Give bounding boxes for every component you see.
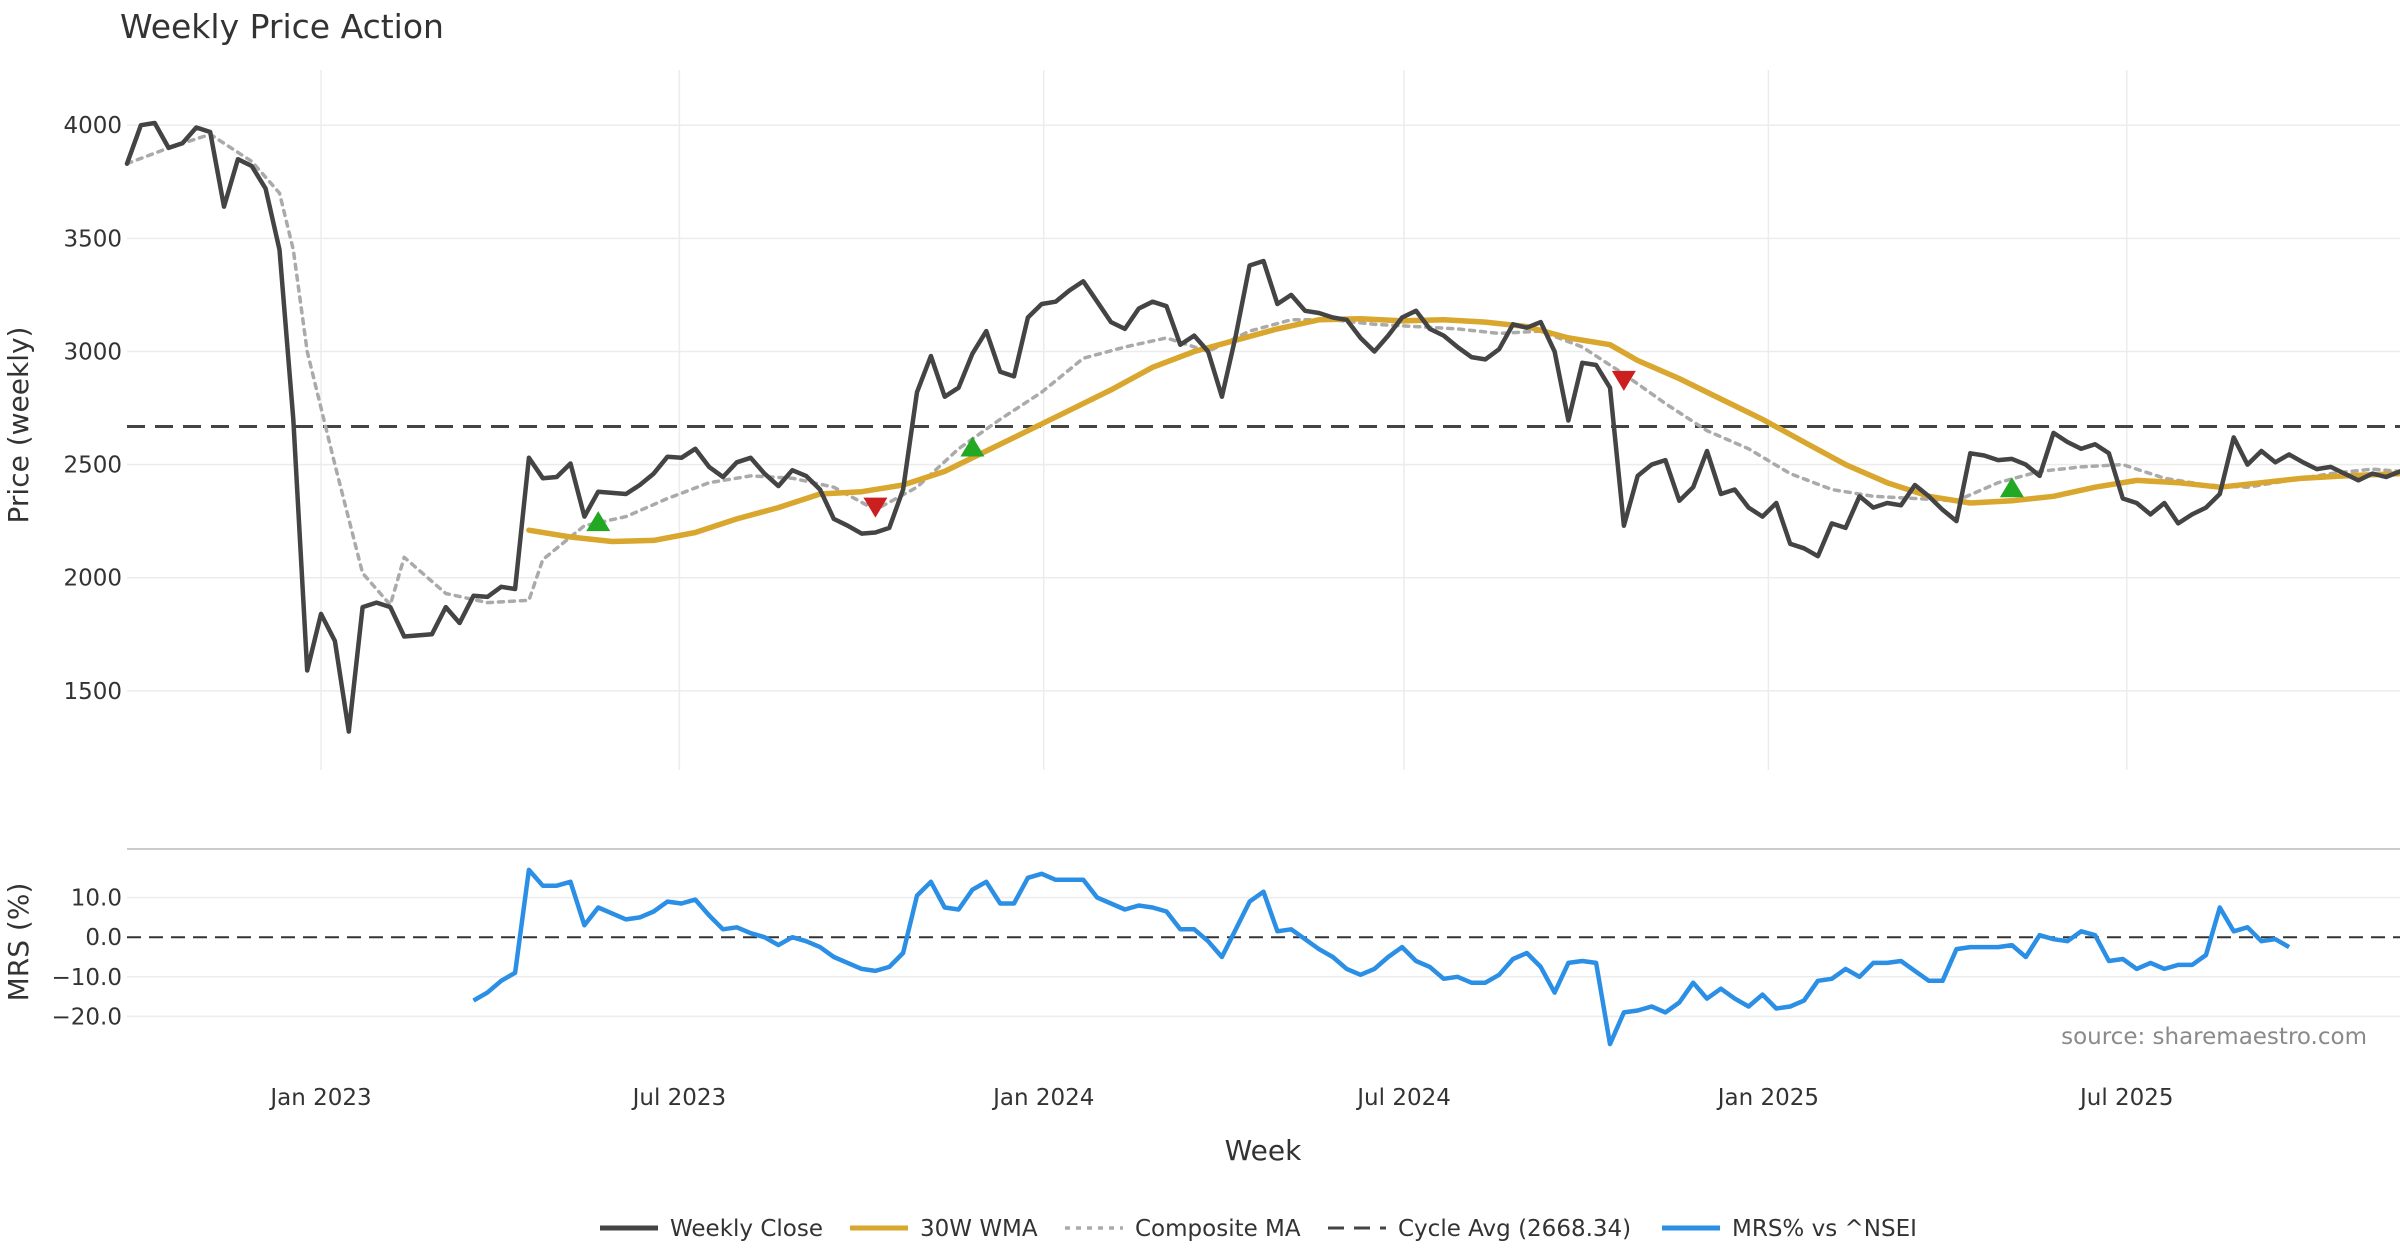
- source-note: source: sharemaestro.com: [2061, 1024, 2367, 1050]
- mrs-gridlines: [127, 896, 2400, 1018]
- x-tick: Jul 2024: [1355, 1085, 1451, 1111]
- buy-signal-marker: [1999, 477, 2024, 498]
- signal-markers: [586, 370, 2024, 532]
- legend-label: MRS% vs ^NSEI: [1732, 1216, 1917, 1242]
- mrs-y-tick: −20.0: [52, 1004, 122, 1030]
- chart-title: Weekly Price Action: [120, 7, 444, 46]
- legend: Weekly Close 30W WMA Composite MA Cycle Avg…: [600, 1216, 1917, 1242]
- mrs-y-tick: 0.0: [85, 925, 122, 951]
- x-axis-title: Week: [1225, 1134, 1302, 1167]
- x-tick: Jul 2025: [2078, 1085, 2174, 1111]
- legend-label: Cycle Avg (2668.34): [1398, 1216, 1631, 1242]
- x-tick: Jan 2025: [1716, 1085, 1819, 1111]
- main-y-tick-labels: 1500 2000 2500 3000 3500 4000: [63, 113, 122, 705]
- x-tick: Jul 2023: [631, 1085, 727, 1111]
- mrs-y-axis-title: MRS (%): [2, 883, 35, 1002]
- mrs-y-tick: −10.0: [52, 965, 122, 991]
- mrs-series-group: [472, 867, 2291, 1047]
- mrs-y-tick: 10.0: [71, 886, 122, 912]
- series-mrs-vs-nsei: [472, 867, 2291, 1047]
- series-weekly-close: [124, 120, 2400, 734]
- main-y-tick: 3000: [63, 339, 122, 365]
- sell-signal-marker: [863, 497, 888, 518]
- legend-label: 30W WMA: [920, 1216, 1038, 1242]
- mrs-y-tick-labels: 10.0 0.0 −10.0 −20.0: [52, 886, 122, 1031]
- main-y-axis-title: Price (weekly): [2, 327, 35, 524]
- series-30w-wma: [526, 315, 2400, 545]
- main-y-tick: 1500: [63, 679, 122, 705]
- main-series-group: [124, 120, 2400, 734]
- buy-signal-marker: [586, 511, 611, 532]
- x-tick: Jan 2023: [268, 1085, 371, 1111]
- x-tick: Jan 2024: [991, 1085, 1094, 1111]
- main-y-tick: 3500: [63, 226, 122, 252]
- main-y-tick: 2500: [63, 453, 122, 479]
- x-tick-labels: Jan 2023 Jul 2023 Jan 2024 Jul 2024 Jan 2025…: [268, 1085, 2173, 1111]
- buy-signal-marker: [960, 436, 985, 457]
- main-gridlines: [127, 70, 2400, 770]
- legend-label: Weekly Close: [670, 1216, 823, 1242]
- legend-label: Composite MA: [1135, 1216, 1301, 1242]
- series-composite-ma: [125, 132, 2400, 607]
- sell-signal-marker: [1611, 370, 1636, 391]
- main-y-tick: 2000: [63, 566, 122, 592]
- main-y-tick: 4000: [63, 113, 122, 139]
